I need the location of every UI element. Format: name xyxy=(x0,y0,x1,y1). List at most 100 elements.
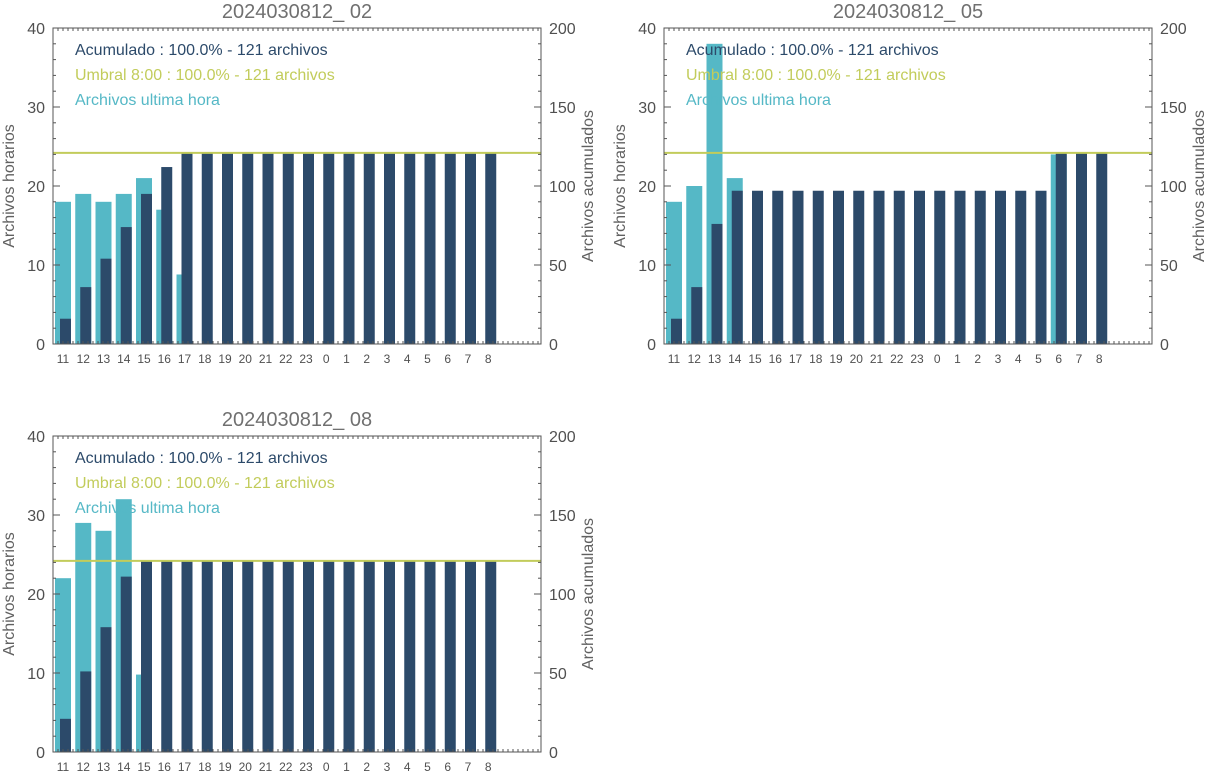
bar-cumulative-22 xyxy=(893,190,905,344)
bar-cumulative-23 xyxy=(303,152,314,344)
x-tick-label-15: 15 xyxy=(137,352,151,366)
y2-tick-label: 100 xyxy=(549,587,576,604)
bar-cumulative-7 xyxy=(465,560,476,752)
x-tick-label-15: 15 xyxy=(748,352,762,366)
x-tick-label-11: 11 xyxy=(668,352,681,366)
y-axis-label: Archivos horarios xyxy=(1,124,18,248)
bar-cumulative-17 xyxy=(792,190,804,344)
bar-cumulative-8 xyxy=(1096,152,1108,344)
bar-cumulative-5 xyxy=(424,560,436,752)
bar-hourly-11 xyxy=(55,578,71,752)
x-tick-label-21: 21 xyxy=(259,760,273,771)
bar-cumulative-7 xyxy=(465,152,476,344)
x-tick-label-3: 3 xyxy=(384,760,391,771)
x-tick-label-1: 1 xyxy=(343,760,350,771)
x-tick-label-4: 4 xyxy=(404,352,411,366)
x-tick-label-2: 2 xyxy=(363,352,370,366)
x-tick-label-8: 8 xyxy=(485,760,492,771)
y-tick-label: 30 xyxy=(638,100,656,117)
x-tick-label-17: 17 xyxy=(178,760,192,771)
bar-cumulative-20 xyxy=(853,190,865,344)
chart-title: 2024030812_ 08 xyxy=(222,409,372,431)
y2-tick-label: 50 xyxy=(1160,258,1178,275)
y2-tick-label: 50 xyxy=(549,258,567,275)
bar-cumulative-23 xyxy=(914,190,925,344)
bar-cumulative-12 xyxy=(80,671,92,752)
bar-cumulative-0 xyxy=(934,190,946,344)
x-tick-label-23: 23 xyxy=(299,760,313,771)
bar-cumulative-7 xyxy=(1076,152,1087,344)
bar-cumulative-8 xyxy=(485,560,497,752)
x-tick-label-12: 12 xyxy=(688,352,702,366)
bar-cumulative-13 xyxy=(100,627,112,752)
x-tick-label-13: 13 xyxy=(97,760,111,771)
bar-cumulative-1 xyxy=(343,152,355,344)
y2-tick-label: 200 xyxy=(549,21,576,38)
bar-cumulative-20 xyxy=(242,152,254,344)
chart-title: 2024030812_ 05 xyxy=(833,1,983,23)
x-tick-label-19: 19 xyxy=(218,760,232,771)
bar-cumulative-21 xyxy=(873,190,885,344)
bar-cumulative-14 xyxy=(120,227,132,344)
bar-cumulative-18 xyxy=(201,560,213,752)
y-tick-label: 40 xyxy=(27,21,45,38)
bar-cumulative-6 xyxy=(444,560,456,752)
x-tick-label-16: 16 xyxy=(769,352,783,366)
bar-cumulative-3 xyxy=(384,560,395,752)
x-tick-label-18: 18 xyxy=(198,352,212,366)
bar-cumulative-4 xyxy=(404,152,416,344)
bar-cumulative-2 xyxy=(974,190,986,344)
y-tick-label: 0 xyxy=(36,745,45,762)
x-tick-label-2: 2 xyxy=(363,760,370,771)
x-tick-label-5: 5 xyxy=(424,760,431,771)
x-tick-label-4: 4 xyxy=(1015,352,1022,366)
x-tick-label-16: 16 xyxy=(158,352,172,366)
x-tick-label-12: 12 xyxy=(77,352,91,366)
bar-hourly-11 xyxy=(666,201,682,344)
bar-cumulative-0 xyxy=(323,152,335,344)
x-tick-label-22: 22 xyxy=(890,352,904,366)
y2-tick-label: 150 xyxy=(1160,100,1187,117)
bar-cumulative-18 xyxy=(812,190,824,344)
x-tick-label-19: 19 xyxy=(829,352,843,366)
x-tick-label-7: 7 xyxy=(465,352,472,366)
y-tick-label: 40 xyxy=(638,21,656,38)
bar-cumulative-15 xyxy=(141,560,152,752)
bar-cumulative-4 xyxy=(1015,190,1027,344)
y2-axis-label: Archivos acumulados xyxy=(1191,110,1206,262)
legend-cumulative: Acumulado : 100.0% - 121 archivos xyxy=(75,42,328,59)
bar-cumulative-13 xyxy=(100,258,112,344)
x-tick-label-3: 3 xyxy=(995,352,1002,366)
y2-tick-label: 150 xyxy=(549,100,576,117)
bar-cumulative-5 xyxy=(1035,190,1047,344)
y-tick-label: 20 xyxy=(638,179,656,196)
y2-tick-label: 200 xyxy=(1160,21,1187,38)
bar-cumulative-4 xyxy=(404,560,416,752)
x-tick-label-17: 17 xyxy=(789,352,803,366)
bar-cumulative-12 xyxy=(691,287,703,344)
bar-cumulative-14 xyxy=(120,576,132,752)
x-tick-label-17: 17 xyxy=(178,352,192,366)
bar-cumulative-16 xyxy=(161,167,173,344)
x-tick-label-22: 22 xyxy=(279,352,293,366)
y2-tick-label: 100 xyxy=(549,179,576,196)
y2-tick-label: 100 xyxy=(1160,179,1187,196)
x-tick-label-0: 0 xyxy=(323,760,330,771)
x-tick-label-13: 13 xyxy=(708,352,722,366)
x-tick-label-11: 11 xyxy=(57,760,70,771)
x-tick-label-8: 8 xyxy=(485,352,492,366)
x-tick-label-18: 18 xyxy=(809,352,823,366)
bar-cumulative-14 xyxy=(731,190,743,344)
y-tick-label: 20 xyxy=(27,179,45,196)
x-tick-label-7: 7 xyxy=(1076,352,1083,366)
legend-cumulative: Acumulado : 100.0% - 121 archivos xyxy=(686,42,939,59)
bar-cumulative-19 xyxy=(222,560,233,752)
bar-cumulative-20 xyxy=(242,560,254,752)
bar-cumulative-11 xyxy=(60,718,71,752)
bar-cumulative-12 xyxy=(80,287,92,344)
y2-tick-label: 0 xyxy=(549,745,558,762)
bar-cumulative-22 xyxy=(282,152,294,344)
